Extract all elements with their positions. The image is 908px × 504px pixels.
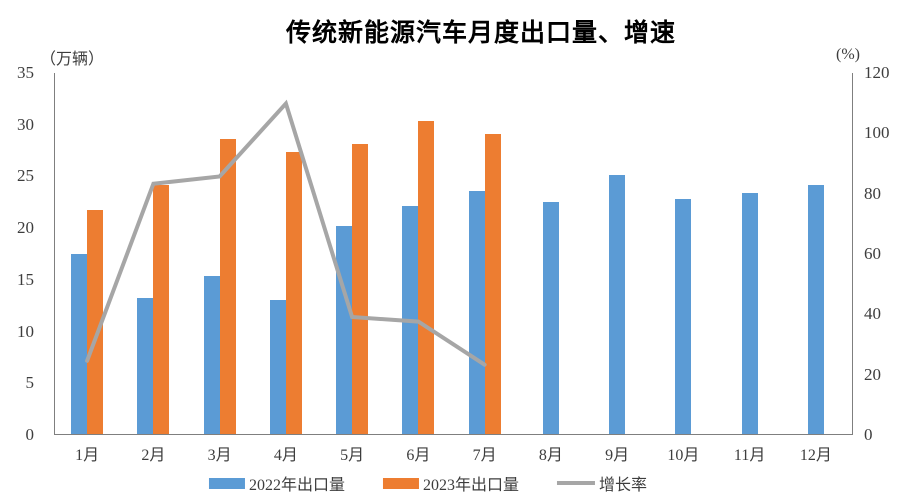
right-axis-tick-80: 80 bbox=[864, 183, 881, 203]
left-axis-tick-25: 25 bbox=[17, 166, 34, 186]
bar-2023年出口量-5月 bbox=[352, 144, 369, 435]
legend-item-增长率: 增长率 bbox=[557, 471, 647, 495]
x-axis-label-7月: 7月 bbox=[472, 447, 497, 464]
bar-2022年出口量-11月 bbox=[741, 192, 758, 435]
bar-2022年出口量-9月 bbox=[609, 175, 626, 435]
left-axis-tick-5: 5 bbox=[25, 373, 35, 393]
x-axis-label-6月: 6月 bbox=[406, 447, 431, 464]
x-axis-label-9月: 9月 bbox=[605, 447, 630, 464]
x-axis-line bbox=[54, 434, 853, 435]
bar-2022年出口量-6月 bbox=[402, 206, 419, 435]
bar-2022年出口量-5月 bbox=[336, 226, 353, 435]
legend-label: 2023年出口量 bbox=[422, 477, 520, 494]
x-axis-label-5月: 5月 bbox=[340, 447, 365, 464]
legend-item-2022年出口量: 2022年出口量 bbox=[208, 471, 345, 495]
chart-title: 传统新能源汽车月度出口量、增速 bbox=[285, 20, 676, 47]
right-axis-tick-20: 20 bbox=[864, 364, 881, 384]
legend-label: 增长率 bbox=[599, 477, 648, 494]
x-axis-label-3月: 3月 bbox=[207, 447, 232, 464]
bar-2022年出口量-2月 bbox=[137, 298, 154, 435]
x-axis-label-8月: 8月 bbox=[538, 447, 563, 464]
left-axis-line bbox=[54, 73, 55, 435]
legend-label: 2022年出口量 bbox=[248, 477, 345, 494]
left-axis-tick-15: 15 bbox=[17, 269, 34, 289]
left-axis-tick-30: 30 bbox=[17, 114, 34, 134]
bar-2022年出口量-8月 bbox=[542, 202, 559, 435]
bar-2022年出口量-7月 bbox=[468, 190, 485, 435]
bar-2022年出口量-4月 bbox=[269, 299, 286, 435]
x-axis-label-11月: 11月 bbox=[733, 447, 766, 464]
legend-swatch-rect bbox=[382, 477, 419, 489]
legend-swatch-rect bbox=[208, 477, 245, 489]
bar-2023年出口量-2月 bbox=[153, 184, 170, 435]
left-axis-tick-20: 20 bbox=[17, 218, 34, 238]
x-axis-label-10月: 10月 bbox=[667, 447, 700, 464]
left-axis-tick-10: 10 bbox=[17, 321, 34, 341]
right-axis-tick-120: 120 bbox=[864, 63, 890, 82]
bar-2022年出口量-10月 bbox=[675, 199, 692, 435]
legend-swatch-line bbox=[557, 481, 596, 485]
bar-2022年出口量-12月 bbox=[807, 184, 824, 435]
x-axis-label-1月: 1月 bbox=[75, 447, 100, 464]
right-axis-tick-60: 60 bbox=[864, 244, 881, 263]
bar-2023年出口量-1月 bbox=[87, 209, 104, 435]
bar-2022年出口量-3月 bbox=[203, 275, 220, 435]
bar-2023年出口量-7月 bbox=[484, 134, 501, 435]
right-axis-tick-40: 40 bbox=[864, 304, 881, 324]
x-axis-label-4月: 4月 bbox=[273, 447, 298, 464]
x-axis-label-2月: 2月 bbox=[141, 447, 166, 464]
x-axis-label-12月: 12月 bbox=[799, 447, 832, 464]
left-axis-unit-label: （万辆） bbox=[40, 51, 105, 68]
right-axis-tick-100: 100 bbox=[864, 123, 890, 143]
bar-2022年出口量-1月 bbox=[71, 254, 88, 435]
right-axis-line bbox=[852, 73, 853, 435]
legend-item-2023年出口量: 2023年出口量 bbox=[382, 471, 520, 495]
bar-2023年出口量-4月 bbox=[285, 151, 302, 435]
left-axis-tick-0: 0 bbox=[25, 425, 35, 444]
right-axis-tick-0: 0 bbox=[864, 425, 873, 444]
left-axis-tick-35: 35 bbox=[17, 63, 34, 82]
legend: 2022年出口量 2023年出口量 增长率 bbox=[208, 471, 647, 495]
bar-2023年出口量-6月 bbox=[418, 120, 435, 435]
right-axis-unit-label: (%) bbox=[836, 46, 860, 63]
bar-2023年出口量-3月 bbox=[219, 139, 236, 435]
